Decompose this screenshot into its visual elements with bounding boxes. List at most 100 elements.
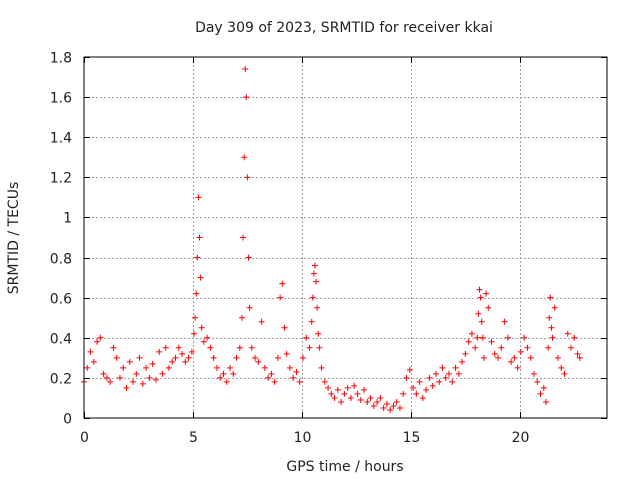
data-point — [571, 334, 578, 341]
data-point — [175, 344, 182, 351]
data-point — [283, 350, 290, 357]
data-point — [568, 344, 575, 351]
data-point — [465, 338, 472, 345]
data-point — [90, 358, 97, 365]
x-tick-labels: 0 5 10 15 20 — [80, 430, 529, 446]
data-point — [279, 280, 286, 287]
data-point — [309, 294, 316, 301]
data-point — [217, 374, 224, 381]
data-point — [364, 398, 371, 405]
data-point — [126, 358, 133, 365]
x-tick-label: 15 — [403, 430, 421, 446]
data-point — [508, 358, 515, 365]
data-point — [165, 364, 172, 371]
data-point — [97, 334, 104, 341]
data-point — [143, 364, 150, 371]
data-point — [252, 354, 259, 361]
data-point — [286, 364, 293, 371]
data-point — [192, 314, 199, 321]
data-point — [527, 354, 534, 361]
data-point — [341, 390, 348, 397]
data-point — [483, 290, 490, 297]
data-point — [354, 390, 361, 397]
data-point — [220, 370, 227, 377]
data-point — [521, 334, 528, 341]
data-point — [403, 374, 410, 381]
data-point — [195, 194, 202, 201]
data-point — [495, 354, 502, 361]
data-point — [551, 304, 558, 311]
y-tick-label: 1.8 — [50, 51, 72, 67]
data-point — [233, 354, 240, 361]
data-point — [213, 364, 220, 371]
data-point — [146, 374, 153, 381]
data-point — [306, 344, 313, 351]
data-point — [197, 274, 204, 281]
y-axis-label: SRMTID / TECUs — [6, 182, 22, 295]
data-point — [419, 394, 426, 401]
data-point — [230, 370, 237, 377]
data-point — [475, 310, 482, 317]
data-point — [316, 344, 323, 351]
data-point — [406, 366, 413, 373]
data-point — [485, 304, 492, 311]
data-point — [480, 354, 487, 361]
data-point — [204, 334, 211, 341]
y-tick-label: 0.2 — [50, 372, 72, 388]
data-point — [248, 344, 255, 351]
data-point — [370, 402, 377, 409]
data-point — [446, 370, 453, 377]
data-point — [130, 378, 137, 385]
data-point — [576, 354, 583, 361]
data-point — [374, 398, 381, 405]
x-tick-label: 0 — [80, 430, 89, 446]
data-points — [81, 66, 583, 413]
data-point — [296, 378, 303, 385]
data-point — [554, 354, 561, 361]
y-tick-label: 0.6 — [50, 292, 72, 308]
data-point — [196, 234, 203, 241]
data-point — [210, 354, 217, 361]
data-point — [344, 384, 351, 391]
data-point — [94, 338, 101, 345]
data-point — [361, 386, 368, 393]
data-point — [558, 364, 565, 371]
data-point — [432, 370, 439, 377]
data-point — [162, 344, 169, 351]
data-point — [245, 254, 252, 261]
y-tick-label: 1 — [63, 211, 72, 227]
data-point — [268, 370, 275, 377]
data-point — [396, 404, 403, 411]
data-point — [169, 358, 176, 365]
data-point — [293, 368, 300, 375]
data-point — [244, 174, 251, 181]
data-point — [449, 378, 456, 385]
data-point — [455, 370, 462, 377]
data-point — [380, 404, 387, 411]
chart-title: Day 309 of 2023, SRMTID for receiver kka… — [195, 20, 493, 36]
data-point — [377, 394, 384, 401]
data-point — [328, 390, 335, 397]
data-point — [198, 324, 205, 331]
data-point — [545, 344, 552, 351]
data-point — [241, 154, 248, 161]
data-point — [149, 360, 156, 367]
data-point — [152, 376, 159, 383]
data-point — [459, 358, 466, 365]
data-point — [318, 364, 325, 371]
data-point — [347, 394, 354, 401]
data-point — [504, 334, 511, 341]
data-point — [325, 384, 332, 391]
data-point — [383, 400, 390, 407]
data-point — [110, 344, 117, 351]
data-point — [476, 286, 483, 293]
data-point — [120, 364, 127, 371]
data-point — [534, 378, 541, 385]
data-point — [367, 394, 374, 401]
data-point — [200, 338, 207, 345]
grid-lines — [84, 57, 607, 418]
data-point — [390, 402, 397, 409]
data-point — [100, 370, 107, 377]
data-point — [159, 370, 166, 377]
